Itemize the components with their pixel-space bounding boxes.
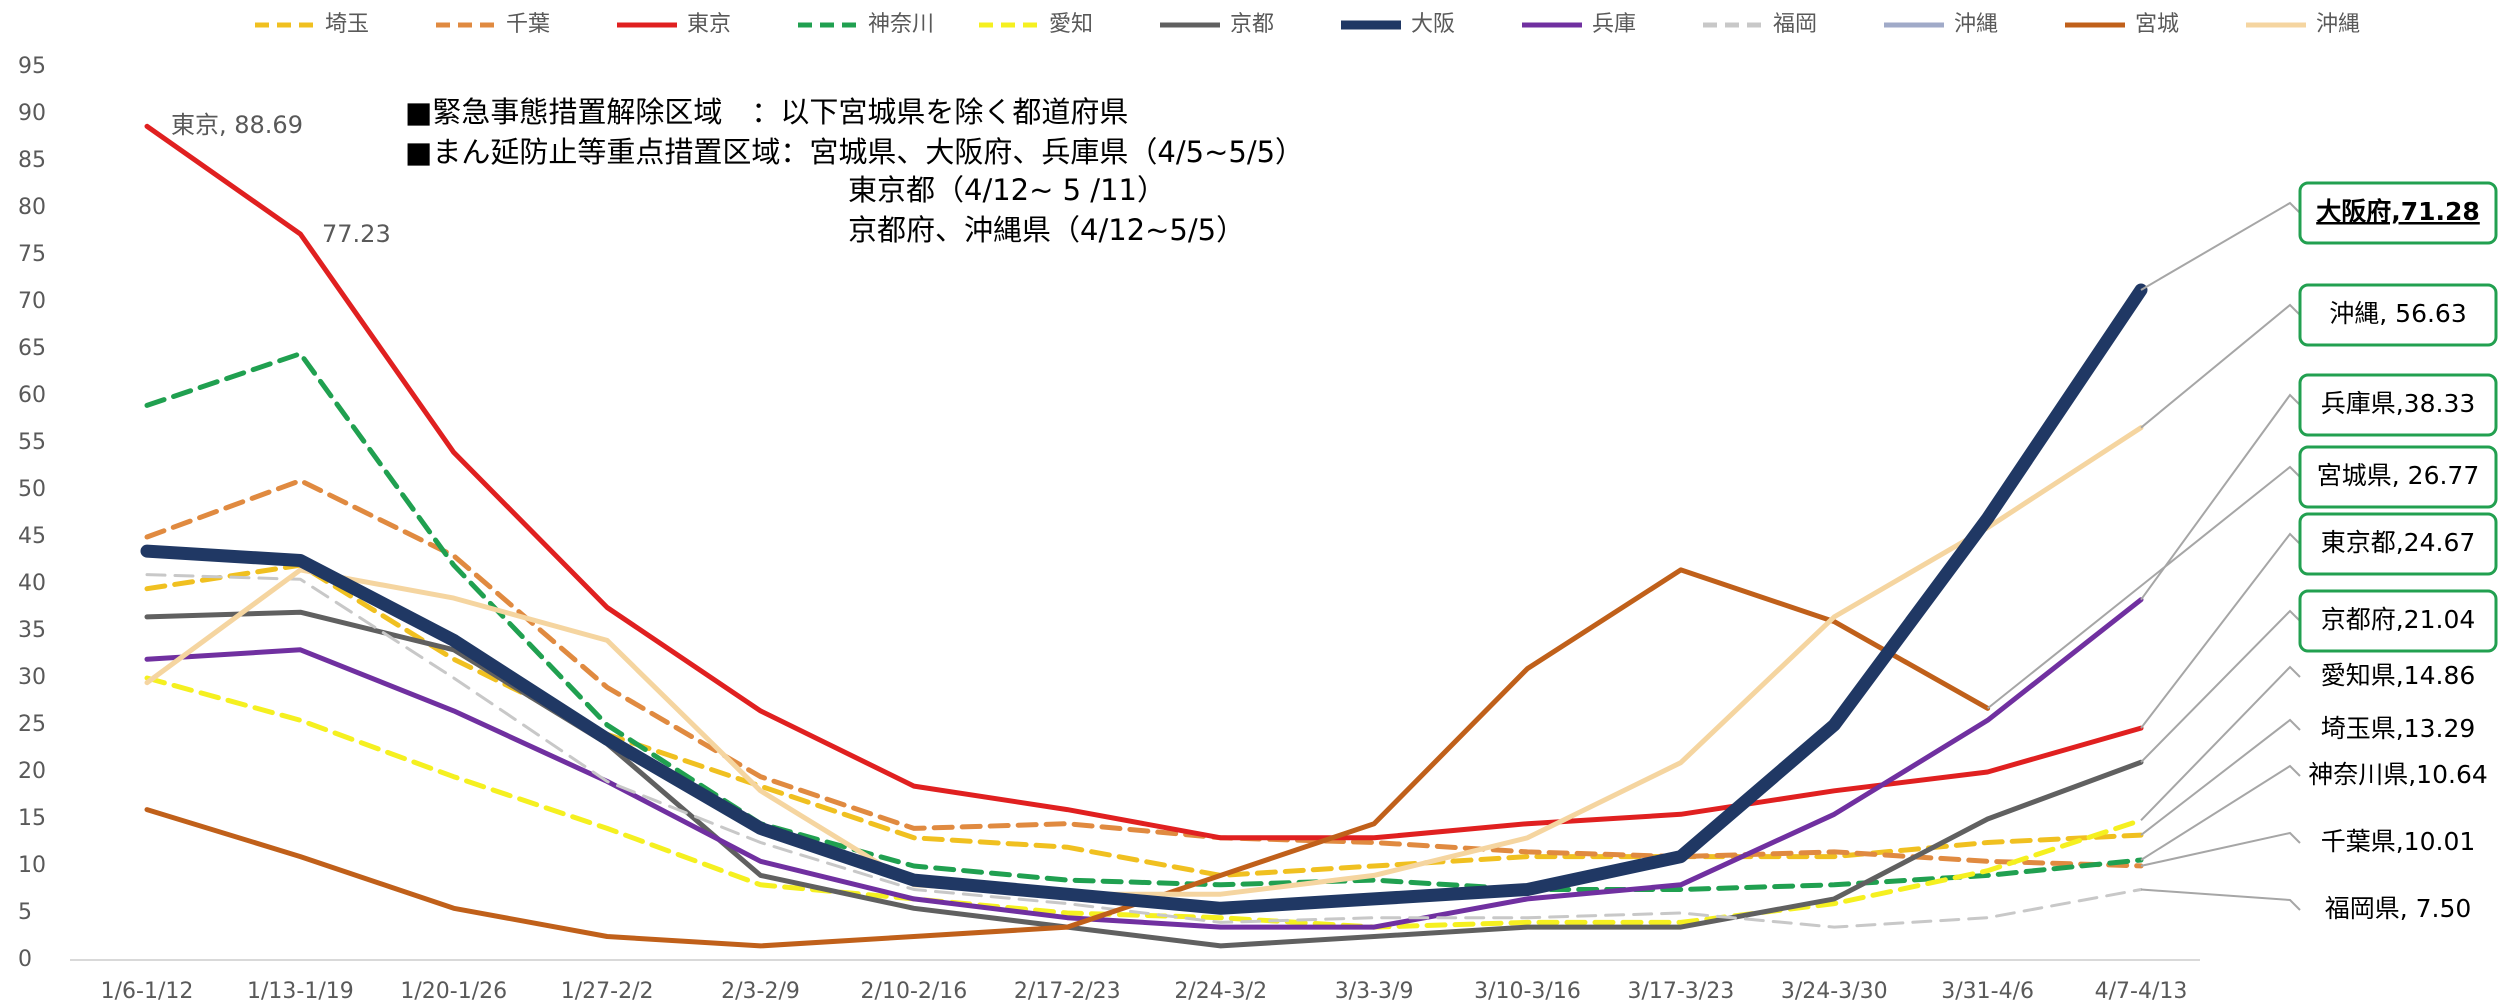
end-label: 沖縄, 56.63 bbox=[2329, 299, 2466, 328]
x-tick-label: 1/27-2/2 bbox=[561, 979, 654, 1003]
annotation: 東京都（4/12~ 5 /11） bbox=[848, 173, 1166, 207]
legend-label: 東京 bbox=[687, 12, 731, 37]
end-label: 埼玉県,13.29 bbox=[2321, 714, 2476, 743]
series-line bbox=[144, 562, 2144, 878]
end-label: 大阪府,71.28 bbox=[2316, 197, 2480, 226]
series-line bbox=[144, 478, 2144, 869]
leader-line bbox=[2140, 532, 2301, 729]
legend-label: 大阪 bbox=[1411, 12, 1455, 37]
y-tick-label: 10 bbox=[18, 853, 46, 878]
y-tick-label: 65 bbox=[18, 336, 46, 361]
y-tick-label: 50 bbox=[18, 477, 46, 502]
x-tick-label: 3/31-4/6 bbox=[1941, 979, 2034, 1003]
end-label: 京都府,21.04 bbox=[2321, 605, 2476, 634]
y-tick-label: 35 bbox=[18, 618, 46, 643]
series-line bbox=[140, 283, 2148, 915]
legend-label: 京都 bbox=[1230, 12, 1274, 37]
leader-line bbox=[2140, 665, 2301, 822]
legend-label: 宮城 bbox=[2135, 12, 2179, 37]
legend-label: 埼玉 bbox=[325, 12, 369, 37]
y-tick-label: 15 bbox=[18, 806, 46, 831]
x-tick-label: 4/7-4/13 bbox=[2095, 979, 2188, 1003]
series-line bbox=[145, 573, 2143, 929]
leader-line bbox=[1986, 465, 2301, 710]
legend-label: 沖縄 bbox=[1954, 12, 1998, 37]
legend-label: 福岡 bbox=[1773, 12, 1817, 37]
y-tick-label: 0 bbox=[18, 947, 32, 972]
y-tick-label: 55 bbox=[18, 430, 46, 455]
end-label: 宮城県, 26.77 bbox=[2317, 461, 2479, 490]
data-label: 77.23 bbox=[322, 220, 391, 248]
legend-label: 兵庫 bbox=[1592, 12, 1636, 37]
leader-line bbox=[2140, 764, 2301, 861]
y-tick-label: 30 bbox=[18, 665, 46, 690]
annotation: ■まん延防止等重点措置区域：宮城県、大阪府、兵庫県（4/5~5/5） bbox=[405, 135, 1304, 169]
end-label: 兵庫県,38.33 bbox=[2321, 389, 2476, 418]
series-line bbox=[144, 597, 2144, 930]
series-line bbox=[144, 675, 2144, 930]
y-tick-label: 70 bbox=[18, 289, 46, 314]
y-tick-label: 20 bbox=[18, 759, 46, 784]
y-tick-label: 95 bbox=[18, 54, 46, 79]
label-box bbox=[2298, 589, 2498, 653]
leader-line bbox=[2140, 718, 2301, 836]
legend-label: 千葉 bbox=[506, 12, 550, 37]
end-label: 神奈川県,10.64 bbox=[2308, 760, 2488, 789]
end-label: 千葉県,10.01 bbox=[2321, 827, 2476, 856]
series-line bbox=[144, 609, 2144, 949]
label-box bbox=[2298, 283, 2498, 347]
series-line bbox=[144, 425, 2144, 897]
x-tick-label: 2/3-2/9 bbox=[721, 979, 800, 1003]
y-tick-label: 45 bbox=[18, 524, 46, 549]
annotation: 京都府、沖縄県（4/12~5/5） bbox=[848, 213, 1245, 247]
x-tick-label: 2/24-3/2 bbox=[1174, 979, 1267, 1003]
series-line bbox=[144, 567, 1991, 949]
leader-line bbox=[2140, 393, 2301, 601]
leader-line bbox=[2140, 888, 2301, 911]
end-label: 東京都,24.67 bbox=[2321, 528, 2476, 557]
x-tick-label: 3/3-3/9 bbox=[1335, 979, 1414, 1003]
series-line bbox=[144, 351, 2144, 892]
leader-line bbox=[2140, 609, 2301, 763]
y-tick-label: 90 bbox=[18, 101, 46, 126]
x-tick-label: 3/17-3/23 bbox=[1627, 979, 1734, 1003]
leader-line bbox=[2140, 201, 2301, 291]
annotation: ■緊急事態措置解除区域 ：以下宮城県を除く都道府県 bbox=[405, 95, 1128, 129]
label-box bbox=[2298, 512, 2498, 576]
series-line bbox=[144, 123, 2144, 841]
y-tick-label: 80 bbox=[18, 195, 46, 220]
legend-label: 沖縄 bbox=[2316, 12, 2360, 37]
label-box bbox=[2298, 445, 2498, 509]
label-box bbox=[2298, 373, 2498, 437]
legend-label: 神奈川 bbox=[868, 12, 934, 37]
x-tick-label: 1/13-1/19 bbox=[247, 979, 354, 1003]
x-tick-label: 1/20-1/26 bbox=[400, 979, 507, 1003]
y-tick-label: 5 bbox=[18, 900, 32, 925]
y-tick-label: 75 bbox=[18, 242, 46, 267]
x-tick-label: 3/24-3/30 bbox=[1781, 979, 1888, 1003]
x-tick-label: 2/17-2/23 bbox=[1014, 979, 1121, 1003]
y-tick-label: 40 bbox=[18, 571, 46, 596]
x-tick-label: 2/10-2/16 bbox=[861, 979, 968, 1003]
x-tick-label: 1/6-1/12 bbox=[101, 979, 194, 1003]
x-tick-label: 3/10-3/16 bbox=[1474, 979, 1581, 1003]
label-box bbox=[2298, 181, 2498, 245]
end-label: 愛知県,14.86 bbox=[2321, 661, 2476, 690]
y-tick-label: 60 bbox=[18, 383, 46, 408]
legend-label: 愛知 bbox=[1049, 12, 1093, 37]
y-tick-label: 25 bbox=[18, 712, 46, 737]
leader-line bbox=[2140, 303, 2301, 429]
end-label: 福岡県, 7.50 bbox=[2325, 894, 2472, 923]
y-tick-label: 85 bbox=[18, 148, 46, 173]
data-label: 東京, 88.69 bbox=[171, 111, 303, 139]
leader-line bbox=[2140, 831, 2301, 867]
